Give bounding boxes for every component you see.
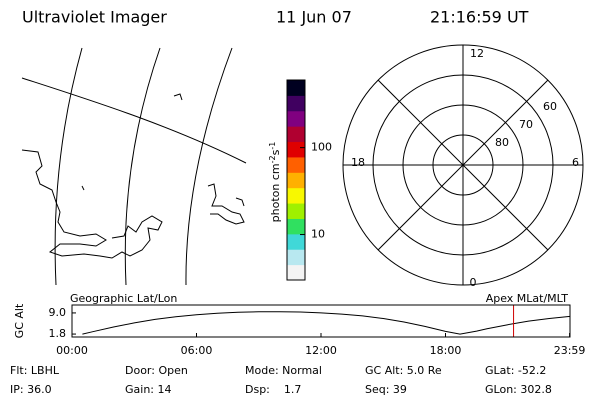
colorbar-swatch <box>287 110 305 127</box>
coastline <box>173 93 183 101</box>
coastline <box>81 185 85 191</box>
colorbar-swatch <box>287 203 305 219</box>
coastline <box>235 197 245 207</box>
colorbar-swatch <box>287 95 305 112</box>
title: Ultraviolet Imager <box>22 8 167 27</box>
time: 21:16:59 UT <box>430 8 529 27</box>
mlt-label: 6 <box>572 156 579 169</box>
x-tick-label: 12:00 <box>305 344 337 357</box>
latitude-label: 80 <box>495 136 509 149</box>
coastline <box>207 183 245 225</box>
label-part: -2 <box>268 155 277 163</box>
status-field: GC Alt: 5.0 Re <box>365 364 442 377</box>
latitude-label: 70 <box>519 118 533 131</box>
status-field: GLat: -52.2 <box>485 364 546 377</box>
status-field: GLon: 302.8 <box>485 383 552 396</box>
label-part: s <box>269 149 282 155</box>
y-tick-label: 9.0 <box>49 306 67 319</box>
colorbar-tick-label: 10 <box>311 228 325 241</box>
y-axis-label: GC Alt <box>13 303 26 338</box>
mlt-line <box>377 79 549 251</box>
y-tick-label: 1.8 <box>49 327 67 340</box>
colorbar-swatch <box>287 156 305 173</box>
x-tick-label: 23:59 <box>554 344 586 357</box>
label-part: photon cm <box>269 163 282 222</box>
coastline <box>21 149 163 259</box>
colorbar-swatch <box>287 126 305 143</box>
map-grid-line <box>185 47 233 286</box>
status-field: Mode: Normal <box>245 364 322 377</box>
status-field: IP: 36.0 <box>10 383 52 396</box>
date: 11 Jun 07 <box>276 8 352 27</box>
label-part: -1 <box>268 142 277 150</box>
status-field: Dsp: 1.7 <box>245 383 301 396</box>
mlt-label: 18 <box>351 156 365 169</box>
x-tick-label: 00:00 <box>56 344 88 357</box>
colorbar-tick-label: 100 <box>311 141 332 154</box>
status-field: Flt: LBHL <box>10 364 60 377</box>
status-field: Door: Open <box>125 364 188 377</box>
colorbar-swatch <box>287 233 305 250</box>
timeline-title: Apex MLat/MLT <box>486 292 569 305</box>
latitude-label: 60 <box>543 100 557 113</box>
map-grid-line <box>21 77 247 164</box>
status-field: Seq: 39 <box>365 383 407 396</box>
timeline-frame <box>71 304 571 338</box>
timeline-title: Geographic Lat/Lon <box>70 292 177 305</box>
orbit-timeline: Geographic Lat/Lon Apex MLat/MLT GC Alt 9.0… <box>13 292 585 357</box>
colorbar-swatch <box>287 80 305 96</box>
status-field: Gain: 14 <box>125 383 172 396</box>
geographic-map <box>21 47 247 286</box>
colorbar-swatch <box>287 264 305 281</box>
mlt-label: 12 <box>470 47 484 60</box>
colorbar-swatch <box>287 218 305 235</box>
colorbar-swatch <box>287 187 305 204</box>
status-footer: Flt: LBHL Door: Open Mode: Normal GC Alt: 5… <box>10 364 552 396</box>
x-tick-label: 18:00 <box>430 344 462 357</box>
colorbar-swatch <box>287 141 305 158</box>
colorbar-swatch <box>287 249 305 266</box>
colorbar: photon cm-2s-1 10 100 <box>268 79 332 281</box>
colorbar-label: photon cm-2s-1 <box>268 142 283 223</box>
altitude-line <box>82 311 571 335</box>
colorbar-frame <box>286 79 306 281</box>
colorbar-swatch <box>287 172 305 189</box>
x-tick-label: 06:00 <box>181 344 213 357</box>
mlt-label: 0 <box>470 276 477 289</box>
